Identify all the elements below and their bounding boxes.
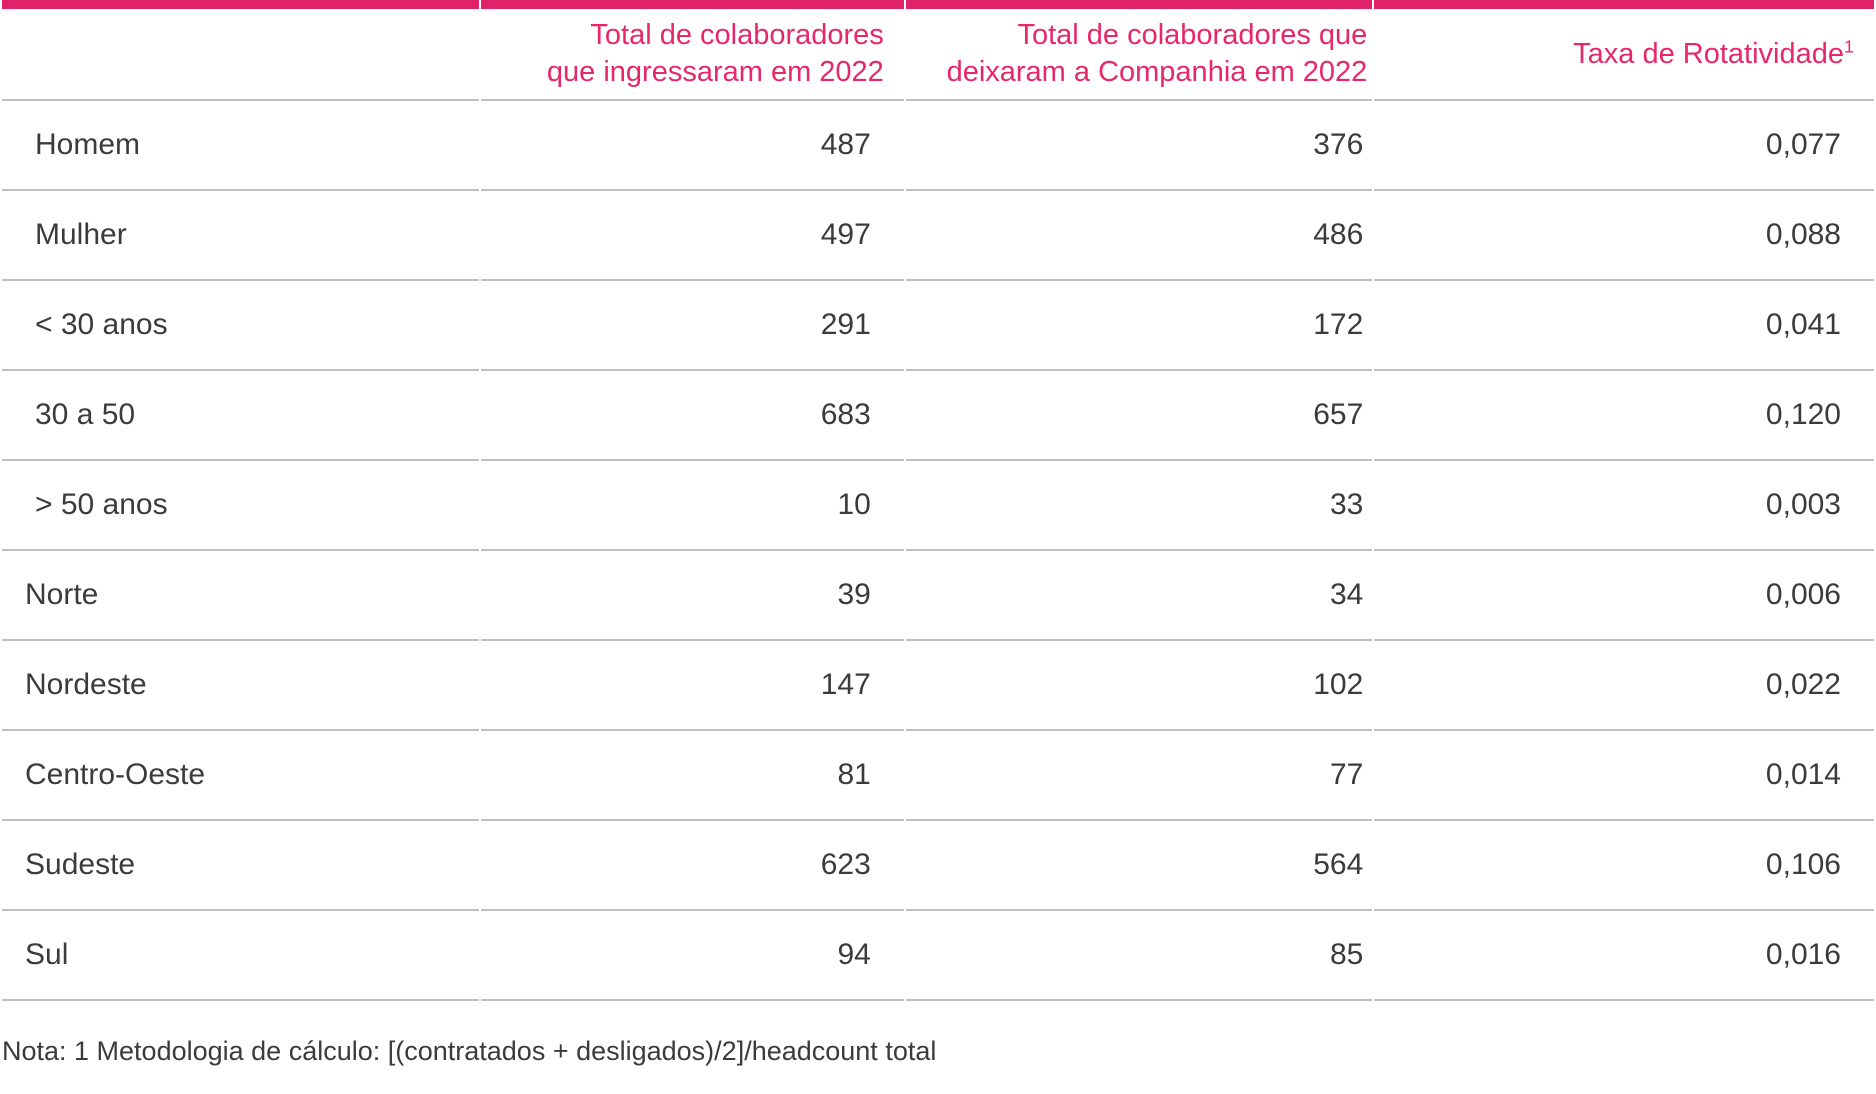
- footnote: Nota: 1 Metodologia de cálculo: [(contra…: [2, 1036, 937, 1066]
- cell-taxa: 0,006: [1374, 551, 1874, 641]
- table-body: Homem 487 376 0,077 Mulher 497 486 0,088…: [2, 101, 1874, 1001]
- footnote-marker: 1: [1844, 35, 1854, 56]
- cell-deixaram: 33: [905, 461, 1373, 551]
- cell-taxa: 0,120: [1374, 371, 1874, 461]
- cell-taxa: 0,022: [1374, 641, 1874, 731]
- cell-deixaram: 657: [905, 371, 1373, 461]
- cell-ingressaram: 39: [480, 551, 904, 641]
- cell-deixaram: 172: [905, 281, 1373, 371]
- cell-taxa: 0,014: [1374, 731, 1874, 821]
- table-row-nordeste: Nordeste 147 102 0,022: [2, 641, 1874, 731]
- row-label: Mulher: [2, 191, 479, 281]
- cell-deixaram: 34: [905, 551, 1373, 641]
- table-row-mulher: Mulher 497 486 0,088: [2, 191, 1874, 281]
- cell-ingressaram: 291: [480, 281, 904, 371]
- table-row-homem: Homem 487 376 0,077: [2, 101, 1874, 191]
- row-label: < 30 anos: [2, 281, 479, 371]
- cell-deixaram: 486: [905, 191, 1373, 281]
- cell-deixaram: 376: [905, 101, 1373, 191]
- col-header-ingressaram: Total de colaboradores que ingressaram e…: [480, 0, 904, 101]
- table-row-sudeste: Sudeste 623 564 0,106: [2, 821, 1874, 911]
- cell-ingressaram: 81: [480, 731, 904, 821]
- row-label: > 50 anos: [2, 461, 479, 551]
- header-row: Total de colaboradores que ingressaram e…: [2, 0, 1874, 101]
- cell-deixaram: 85: [905, 911, 1373, 1001]
- table-row-mais-50-anos: > 50 anos 10 33 0,003: [2, 461, 1874, 551]
- cell-taxa: 0,003: [1374, 461, 1874, 551]
- table-row-centro-oeste: Centro-Oeste 81 77 0,014: [2, 731, 1874, 821]
- turnover-table: Total de colaboradores que ingressaram e…: [2, 0, 1874, 1001]
- cell-ingressaram: 94: [480, 911, 904, 1001]
- cell-ingressaram: 683: [480, 371, 904, 461]
- row-label: Sul: [2, 911, 479, 1001]
- cell-ingressaram: 623: [480, 821, 904, 911]
- col-header-deixaram-line1: Total de colaboradores que: [1017, 19, 1368, 51]
- cell-taxa: 0,088: [1374, 191, 1874, 281]
- col-header-category: [2, 0, 479, 101]
- table-row-norte: Norte 39 34 0,006: [2, 551, 1874, 641]
- col-header-deixaram-line2: deixaram a Companhia em 2022: [946, 56, 1368, 88]
- row-label: 30 a 50: [2, 371, 479, 461]
- row-label: Nordeste: [2, 641, 479, 731]
- col-header-ingressaram-line2: que ingressaram em 2022: [546, 56, 884, 88]
- table-row-30-a-50: 30 a 50 683 657 0,120: [2, 371, 1874, 461]
- cell-deixaram: 564: [905, 821, 1373, 911]
- col-header-taxa: Taxa de Rotatividade1: [1374, 0, 1874, 101]
- cell-ingressaram: 147: [480, 641, 904, 731]
- row-label: Sudeste: [2, 821, 479, 911]
- row-label: Homem: [2, 101, 479, 191]
- cell-taxa: 0,016: [1374, 911, 1874, 1001]
- cell-deixaram: 102: [905, 641, 1373, 731]
- cell-ingressaram: 497: [480, 191, 904, 281]
- cell-ingressaram: 487: [480, 101, 904, 191]
- col-header-taxa-label: Taxa de Rotatividade: [1573, 37, 1844, 70]
- cell-taxa: 0,106: [1374, 821, 1874, 911]
- cell-ingressaram: 10: [480, 461, 904, 551]
- table-row-sul: Sul 94 85 0,016: [2, 911, 1874, 1001]
- row-label: Norte: [2, 551, 479, 641]
- cell-taxa: 0,041: [1374, 281, 1874, 371]
- cell-taxa: 0,077: [1374, 101, 1874, 191]
- table-row-menos-30-anos: < 30 anos 291 172 0,041: [2, 281, 1874, 371]
- cell-deixaram: 77: [905, 731, 1373, 821]
- table-header: Total de colaboradores que ingressaram e…: [2, 0, 1874, 101]
- row-label: Centro-Oeste: [2, 731, 479, 821]
- col-header-ingressaram-line1: Total de colaboradores: [590, 19, 884, 51]
- col-header-deixaram: Total de colaboradores que deixaram a Co…: [905, 0, 1373, 101]
